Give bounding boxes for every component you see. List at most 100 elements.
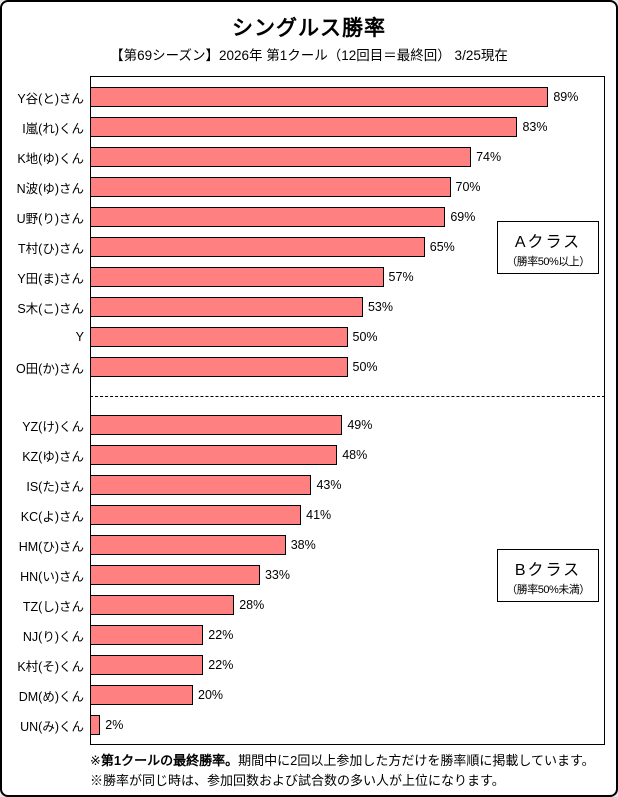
bar-row: I嵐(れ)くん 83%	[2, 112, 605, 142]
bar-rows: Y谷(と)さん 89% I嵐(れ)くん 83% K地(ゆ)くん 74% N波(ゆ)さん 70%…	[2, 76, 605, 745]
bar	[90, 207, 446, 227]
bar-value-label: 49%	[347, 418, 373, 432]
bar-row: S木(こ)さん 53%	[2, 292, 605, 322]
bar-label: Y谷(と)さん	[17, 91, 84, 106]
bar-label: Y田(ま)さん	[17, 271, 84, 286]
bar	[90, 505, 302, 525]
bar-track: 74%	[90, 147, 605, 167]
bar-label: T村(ひ)さん	[18, 241, 84, 256]
bar-label: I嵐(れ)くん	[22, 121, 84, 136]
bar-track: 89%	[90, 87, 605, 107]
bar-label: Y	[75, 330, 84, 344]
class-b-title: Bクラス	[514, 562, 582, 579]
footnote-1-rest: 期間中に2回以上参加した方だけを勝率順に掲載しています。	[238, 753, 595, 768]
bar	[90, 565, 260, 585]
bar-value-label: 89%	[553, 90, 579, 104]
bar-track: 83%	[90, 117, 605, 137]
bar	[90, 685, 193, 705]
footnotes: ※第1クールの最終勝率。期間中に2回以上参加した方だけを勝率順に掲載しています。…	[90, 751, 595, 791]
bar-row: UN(み)くん 2%	[2, 710, 605, 740]
bar-value-label: 65%	[429, 240, 455, 254]
bar-value-label: 53%	[367, 300, 393, 314]
bar-row: HN(い)さん 33%	[2, 560, 605, 590]
bar-label: O田(か)さん	[15, 361, 84, 376]
class-b-criteria: （勝率50%未満）	[506, 584, 590, 596]
bar-value-label: 69%	[450, 210, 476, 224]
bar-value-label: 57%	[388, 270, 414, 284]
bar	[90, 535, 286, 555]
bar-value-label: 2%	[105, 718, 124, 732]
bar-label: DM(め)くん	[18, 689, 84, 704]
bar-track: 70%	[90, 177, 605, 197]
bar	[90, 117, 518, 137]
bar-track: 20%	[90, 685, 605, 705]
bar	[90, 237, 425, 257]
footnote-1: ※第1クールの最終勝率。期間中に2回以上参加した方だけを勝率順に掲載しています。	[90, 751, 595, 771]
bar-track: 50%	[90, 327, 605, 347]
class-a-title: Aクラス	[514, 234, 582, 251]
bar-track: 38%	[90, 535, 605, 555]
bar-value-label: 28%	[239, 598, 265, 612]
chart-title: シングルス勝率	[232, 17, 386, 40]
bar-value-label: 48%	[342, 448, 368, 462]
bar-label: KZ(ゆ)さん	[22, 449, 84, 464]
bar-value-label: 50%	[352, 360, 378, 374]
class-a-criteria: （勝率50%以上）	[506, 256, 590, 268]
bar-label: S木(こ)さん	[17, 301, 84, 316]
bar	[90, 715, 101, 735]
bar-label: IS(た)さん	[26, 479, 84, 494]
bar-track: 50%	[90, 357, 605, 377]
bar-label: N波(ゆ)さん	[16, 181, 84, 196]
bar	[90, 327, 348, 347]
bar-label: U野(り)さん	[16, 211, 84, 226]
bar-label: NJ(り)くん	[22, 629, 84, 644]
bar-track: 69%	[90, 207, 605, 227]
bar-value-label: 43%	[316, 478, 342, 492]
bar-track: 22%	[90, 655, 605, 675]
class-separator-line	[90, 395, 605, 397]
bar	[90, 655, 204, 675]
bar-row: HM(ひ)さん 38%	[2, 530, 605, 560]
bar-row: IS(た)さん 43%	[2, 470, 605, 500]
bar-value-label: 22%	[208, 658, 234, 672]
bar-track: 28%	[90, 595, 605, 615]
bar	[90, 177, 451, 197]
bar-label: K村(そ)くん	[17, 659, 84, 674]
bar-row: TZ(し)さん 28%	[2, 590, 605, 620]
class-separator	[2, 382, 605, 410]
bar-row: Y田(ま)さん 57%	[2, 262, 605, 292]
bar-value-label: 74%	[476, 150, 502, 164]
class-a-box: Aクラス （勝率50%以上）	[497, 221, 599, 274]
bar	[90, 415, 343, 435]
bar-row: Y 50%	[2, 322, 605, 352]
bar-track: 57%	[90, 267, 605, 287]
bar-row: U野(り)さん 69%	[2, 202, 605, 232]
bar-label: HM(ひ)さん	[18, 539, 84, 554]
bar-track: 22%	[90, 625, 605, 645]
bar-label: HN(い)さん	[20, 569, 84, 584]
bar-row: K村(そ)くん 22%	[2, 650, 605, 680]
chart-subtitle: 【第69シーズン】2026年 第1クール（12回目＝最終回） 3/25現在	[110, 48, 508, 63]
bar-value-label: 20%	[198, 688, 224, 702]
bar	[90, 625, 204, 645]
bar-track: 65%	[90, 237, 605, 257]
bar-track: 41%	[90, 505, 605, 525]
footnote-2: ※勝率が同じ時は、参加回数および試合数の多い人が上位になります。	[90, 773, 505, 788]
bar-label: YZ(け)くん	[22, 419, 84, 434]
bar-row: Y谷(と)さん 89%	[2, 82, 605, 112]
bar-label: TZ(し)さん	[22, 599, 84, 614]
bar-value-label: 33%	[264, 568, 290, 582]
bar-row: NJ(り)くん 22%	[2, 620, 605, 650]
footnote-1-bold: 第1クールの最終勝率。	[100, 753, 239, 768]
bar	[90, 87, 549, 107]
bar-value-label: 22%	[208, 628, 234, 642]
bar-track: 48%	[90, 445, 605, 465]
bar-row: YZ(け)くん 49%	[2, 410, 605, 440]
bar-value-label: 50%	[352, 330, 378, 344]
bar	[90, 297, 363, 317]
bar-value-label: 38%	[290, 538, 316, 552]
bar-row: KZ(ゆ)さん 48%	[2, 440, 605, 470]
bar	[90, 147, 472, 167]
bar	[90, 595, 235, 615]
